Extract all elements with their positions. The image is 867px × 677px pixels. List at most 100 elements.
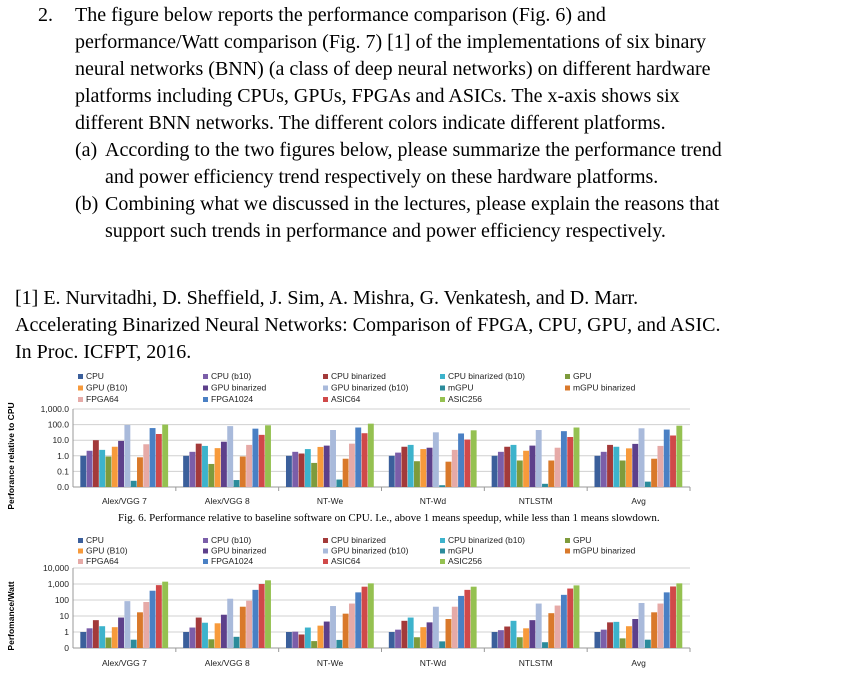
legend-swatch bbox=[323, 374, 328, 379]
bar-gpu-binarized bbox=[118, 440, 125, 487]
bar-gpu bbox=[619, 460, 626, 487]
part-b-line: Combining what we discussed in the lectu… bbox=[105, 193, 720, 215]
bar-asic256 bbox=[573, 427, 580, 487]
bar-cpu-binarized bbox=[401, 446, 408, 487]
bar-cpu bbox=[491, 632, 498, 648]
bar-mgpu-binarized bbox=[137, 612, 143, 648]
bar-asic256 bbox=[265, 580, 271, 648]
bar-mgpu bbox=[542, 642, 548, 648]
legend-swatch bbox=[78, 397, 83, 402]
x-tick-label: NTLSTM bbox=[519, 658, 553, 668]
bar-gpu bbox=[311, 641, 318, 648]
bar-fpga1024 bbox=[149, 428, 156, 487]
legend-label: FPGA1024 bbox=[211, 556, 253, 566]
performance-per-watt-chart: CPU CPU (b10) CPU binarized CPU binarized (… bbox=[6, 535, 691, 668]
bar-gpu-binarized bbox=[323, 621, 330, 648]
bar-cpu-binarized bbox=[298, 453, 305, 487]
bar-mgpu bbox=[542, 483, 548, 487]
bar-cpu-b10- bbox=[292, 451, 299, 487]
bar-mgpu-binarized bbox=[445, 461, 452, 487]
bar-gpu bbox=[311, 462, 318, 487]
legend-swatch bbox=[78, 374, 83, 379]
legend-label: GPU binarized bbox=[211, 546, 267, 556]
bar-asic256 bbox=[573, 585, 580, 648]
bar-cpu bbox=[183, 632, 190, 648]
bar-cpu-b10- bbox=[497, 451, 504, 487]
bar-fpga64 bbox=[554, 605, 561, 648]
legend-swatch bbox=[203, 397, 208, 402]
bar-fpga1024 bbox=[355, 427, 362, 487]
y-tick-label: 0.1 bbox=[57, 466, 69, 476]
bar-gpu-binarized bbox=[220, 441, 227, 487]
bar-mgpu bbox=[439, 485, 446, 487]
bar-asic64 bbox=[670, 435, 676, 487]
legend-label: GPU binarized (b10) bbox=[331, 383, 409, 393]
bar-fpga64 bbox=[348, 443, 355, 487]
bar-cpu-binarized-b10- bbox=[202, 445, 208, 487]
legend-label: GPU (B10) bbox=[86, 383, 128, 393]
legend-label: GPU (B10) bbox=[86, 546, 128, 556]
legend-label: mGPU bbox=[448, 546, 474, 556]
legend-swatch bbox=[440, 374, 445, 379]
legend-swatch bbox=[78, 385, 83, 391]
bar-cpu bbox=[80, 632, 87, 648]
bar-asic64 bbox=[464, 589, 471, 648]
bar-fpga64 bbox=[143, 444, 150, 487]
y-tick-label: 100 bbox=[55, 595, 69, 605]
bar-gpu-binarized-b10- bbox=[124, 601, 131, 648]
question-line: platforms including CPUs, GPUs, FPGAs an… bbox=[75, 85, 680, 107]
legend-label: GPU bbox=[573, 535, 591, 545]
bar-asic256 bbox=[676, 583, 683, 648]
x-tick-label: NT-We bbox=[317, 658, 344, 668]
legend-label: CPU binarized (b10) bbox=[448, 371, 525, 381]
legend-label: GPU binarized (b10) bbox=[331, 546, 409, 556]
legend-label: FPGA64 bbox=[86, 394, 119, 404]
bar-gpu bbox=[516, 460, 523, 487]
bar-fpga64 bbox=[657, 445, 664, 487]
bar-fpga64 bbox=[554, 447, 561, 487]
legend-swatch bbox=[203, 538, 208, 543]
bar-cpu-b10- bbox=[86, 450, 93, 487]
legend-swatch bbox=[565, 548, 570, 554]
bar-cpu-binarized bbox=[195, 617, 202, 648]
bar-cpu-binarized bbox=[504, 626, 511, 648]
bar-gpu-binarized bbox=[323, 445, 330, 487]
bar-gpu-b10- bbox=[317, 625, 324, 648]
bar-gpu bbox=[414, 461, 420, 487]
bar-cpu-b10- bbox=[189, 451, 196, 487]
legend-swatch bbox=[440, 538, 445, 543]
bar-cpu bbox=[594, 455, 601, 487]
bar-gpu-binarized-b10- bbox=[124, 424, 131, 487]
bar-gpu-b10- bbox=[625, 626, 632, 648]
bar-fpga1024 bbox=[355, 592, 362, 648]
bar-cpu bbox=[285, 455, 292, 487]
legend-label: CPU binarized bbox=[331, 535, 386, 545]
legend-label: mGPU bbox=[448, 383, 474, 393]
bar-mgpu-binarized bbox=[445, 618, 452, 648]
legend-swatch bbox=[203, 559, 208, 564]
bar-mgpu-binarized bbox=[548, 613, 555, 648]
bar-cpu-binarized-b10- bbox=[407, 444, 414, 487]
bar-cpu-binarized bbox=[607, 622, 613, 648]
bar-asic64 bbox=[670, 586, 676, 648]
bar-gpu bbox=[105, 637, 112, 648]
bar-fpga64 bbox=[451, 606, 458, 648]
bar-mgpu bbox=[336, 479, 343, 487]
legend-label: CPU (b10) bbox=[211, 535, 251, 545]
bar-gpu-b10- bbox=[420, 627, 427, 648]
y-tick-label: 100.0 bbox=[48, 420, 70, 430]
bar-gpu-binarized bbox=[632, 618, 639, 648]
bar-mgpu-binarized bbox=[239, 606, 246, 648]
legend-label: ASIC64 bbox=[331, 556, 361, 566]
reference-line: In Proc. ICFPT, 2016. bbox=[15, 341, 192, 363]
question-line: The figure below reports the performance… bbox=[75, 4, 606, 26]
figure-6-caption: Fig. 6. Performance relative to baseline… bbox=[118, 512, 660, 524]
bar-gpu bbox=[208, 639, 215, 648]
legend-swatch bbox=[323, 538, 328, 543]
part-a-label: (a) bbox=[75, 139, 98, 161]
bar-cpu-binarized bbox=[92, 620, 99, 648]
legend-label: CPU bbox=[86, 535, 104, 545]
bar-cpu-binarized-b10- bbox=[202, 622, 208, 648]
bar-cpu-b10- bbox=[600, 629, 607, 648]
bar-mgpu bbox=[336, 639, 343, 648]
